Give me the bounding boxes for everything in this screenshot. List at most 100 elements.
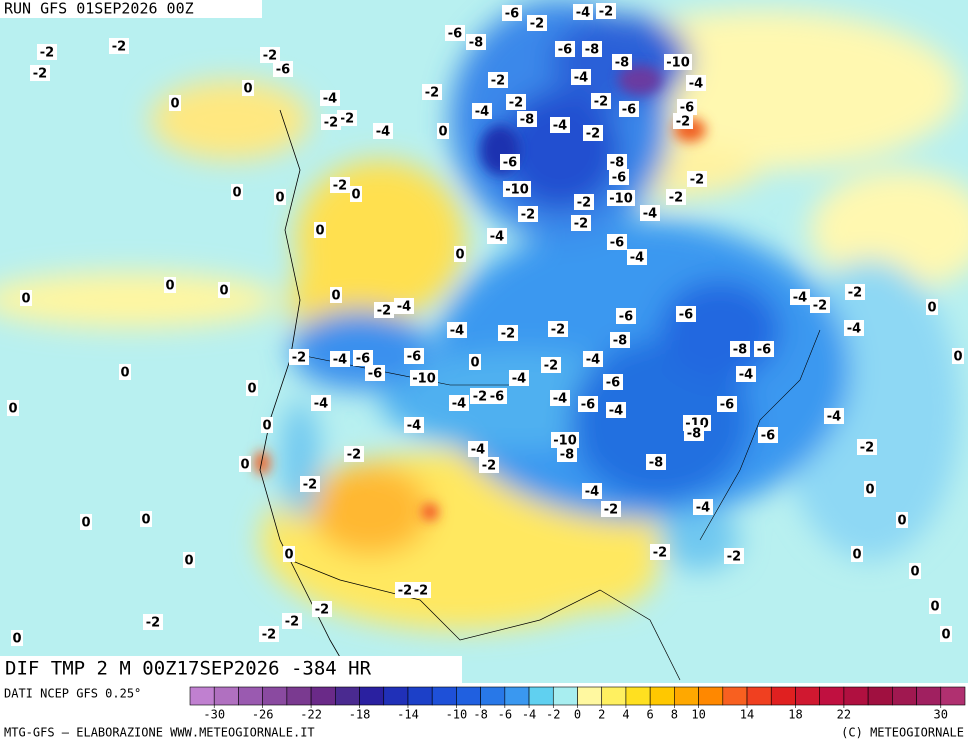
- contour-label: -2: [425, 86, 439, 101]
- contour-label-box: [616, 308, 636, 324]
- contour-label: 0: [8, 402, 17, 417]
- contour-label: -2: [33, 67, 47, 82]
- contour-label-box: [140, 511, 152, 527]
- contour-label-box: [527, 15, 547, 31]
- colorbar-swatch: [698, 686, 724, 706]
- contour-label: -6: [448, 27, 462, 42]
- contour-label: -4: [475, 105, 489, 120]
- colorbar-swatch: [577, 686, 603, 706]
- colorbar-tick-label: -6: [498, 708, 512, 722]
- contour-label: -8: [649, 456, 663, 471]
- contour-label-box: [724, 548, 744, 564]
- contour-label: 0: [81, 516, 90, 531]
- colorbar-swatch: [601, 686, 627, 706]
- contour-label-box: [479, 457, 499, 473]
- contour-label-box: [404, 417, 424, 433]
- contour-label: -4: [576, 6, 590, 21]
- contour-label-box: [686, 75, 706, 91]
- contour-label-box: [231, 184, 243, 200]
- contour-label: 0: [930, 600, 939, 615]
- colorbar-swatch: [916, 686, 942, 706]
- colorbar-swatch: [674, 686, 699, 706]
- contour-label-box: [591, 93, 611, 109]
- contour-label: -2: [594, 95, 608, 110]
- contour-label-box: [283, 546, 295, 562]
- contour-label: -2: [501, 327, 515, 342]
- contour-label-box: [517, 111, 537, 127]
- contour-label-box: [300, 476, 320, 492]
- contour-label-box: [607, 154, 627, 170]
- contour-label-box: [330, 177, 350, 193]
- contour-label: -2: [482, 459, 496, 474]
- contour-label-box: [627, 249, 647, 265]
- contour-label: 0: [165, 279, 174, 294]
- contour-label: -6: [276, 63, 290, 78]
- contour-label-box: [612, 54, 632, 70]
- contour-label-box: [320, 90, 340, 106]
- contour-label-box: [445, 25, 465, 41]
- contour-label-box: [374, 302, 394, 318]
- contour-label: 0: [21, 292, 30, 307]
- contour-label-box: [550, 117, 570, 133]
- contour-label: -6: [558, 43, 572, 58]
- contour-label: 0: [910, 565, 919, 580]
- colorbar-tick-label: -22: [300, 708, 322, 722]
- contour-label: -4: [739, 368, 753, 383]
- contour-label: -4: [696, 501, 710, 516]
- contour-label: -8: [687, 427, 701, 442]
- colorbar-tick-label: -4: [522, 708, 536, 722]
- contour-label-box: [469, 354, 481, 370]
- contour-label-box: [261, 417, 273, 433]
- contour-label-box: [259, 626, 279, 642]
- contour-label-box: [344, 446, 364, 462]
- colorbar-swatch: [770, 686, 796, 706]
- contour-label-box: [851, 546, 863, 562]
- contour-label-box: [555, 41, 575, 57]
- colorbar-swatch: [480, 686, 506, 706]
- contour-label-box: [596, 3, 616, 19]
- contour-label: -2: [263, 49, 277, 64]
- contour-label: -8: [520, 113, 534, 128]
- colorbar-swatch: [940, 686, 966, 706]
- contour-label-box: [311, 395, 331, 411]
- contour-label-box: [929, 598, 941, 614]
- contour-label: -4: [585, 485, 599, 500]
- contour-label-box: [350, 186, 362, 202]
- contour-label: 0: [941, 628, 950, 643]
- contour-label-box: [650, 544, 670, 560]
- contour-label: -4: [847, 322, 861, 337]
- contour-label-box: [676, 306, 696, 322]
- contour-label-box: [666, 189, 686, 205]
- contour-label: 0: [275, 191, 284, 206]
- colorbar-tick-label: 10: [691, 708, 705, 722]
- contour-label-box: [498, 325, 518, 341]
- contour-label-box: [395, 582, 415, 598]
- colorbar-swatch: [867, 686, 893, 706]
- colorbar-swatch: [335, 686, 360, 706]
- contour-label: -4: [630, 251, 644, 266]
- colorbar-swatch: [722, 686, 748, 706]
- contour-label-box: [518, 206, 538, 222]
- contour-label: -4: [827, 410, 841, 425]
- contour-label-box: [790, 289, 810, 305]
- contour-label-box: [574, 194, 594, 210]
- contour-label: -4: [452, 397, 466, 412]
- contour-label: 0: [897, 514, 906, 529]
- contour-label: -6: [490, 390, 504, 405]
- contour-label: -2: [112, 40, 126, 55]
- contour-label: 0: [219, 284, 228, 299]
- contour-label: -10: [609, 192, 633, 207]
- colorbar-tick-label: 18: [788, 708, 802, 722]
- colorbar-swatch: [892, 686, 917, 706]
- colorbar-tick-label: -8: [473, 708, 487, 722]
- contour-label-box: [330, 351, 350, 367]
- contour-label: 0: [12, 632, 21, 647]
- contour-label-box: [447, 322, 467, 338]
- contour-label-box: [582, 41, 602, 57]
- contour-label: -2: [333, 179, 347, 194]
- contour-label: -2: [262, 628, 276, 643]
- contour-label-box: [810, 297, 830, 313]
- contour-label-box: [541, 357, 561, 373]
- contour-label: -4: [643, 207, 657, 222]
- contour-label: -2: [574, 217, 588, 232]
